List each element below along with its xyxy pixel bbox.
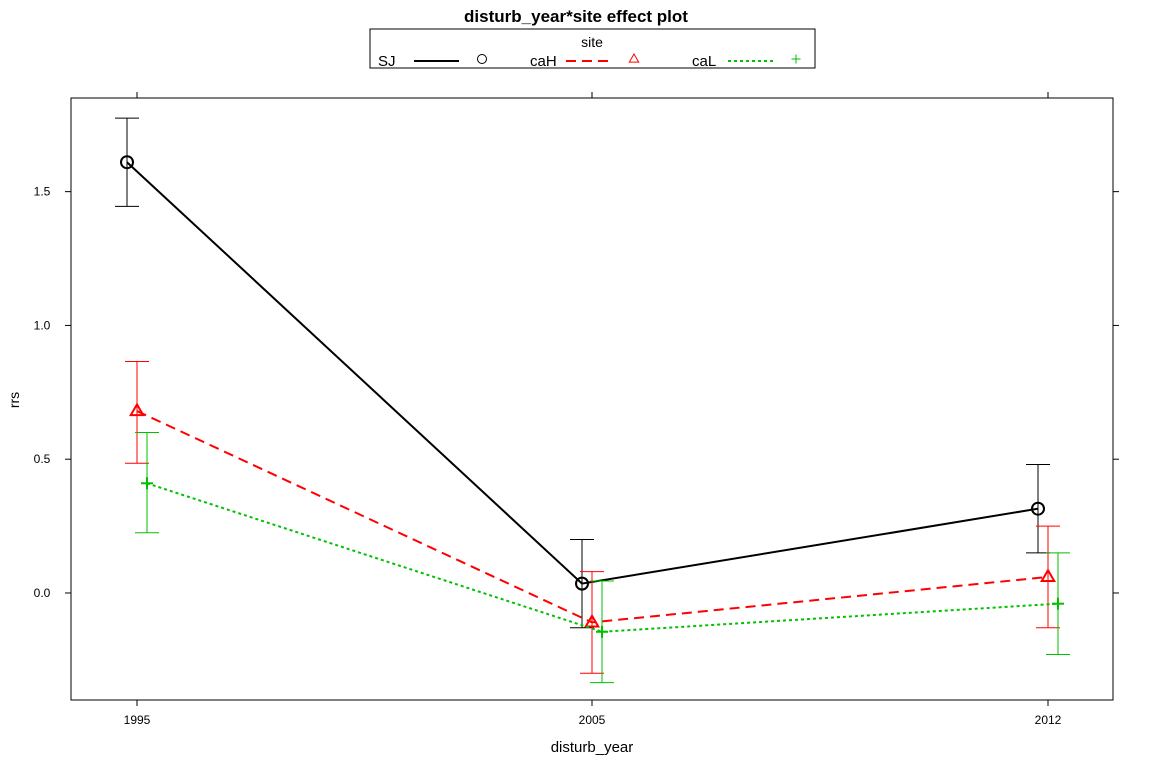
error-bar bbox=[1036, 525, 1060, 629]
legend-label: caH bbox=[530, 53, 557, 70]
data-point bbox=[1052, 597, 1064, 610]
y-axis-label: rrs bbox=[6, 392, 22, 408]
x-tick-label: 2005 bbox=[579, 713, 606, 727]
y-tick-label: 1.5 bbox=[34, 185, 51, 199]
series-line bbox=[136, 410, 1049, 624]
data-point bbox=[583, 613, 601, 628]
legend-label: caL bbox=[692, 53, 716, 70]
legend-label: SJ bbox=[378, 53, 396, 70]
legend-title: site bbox=[581, 34, 603, 50]
x-axis: 1995 2005 2012 bbox=[124, 92, 1062, 727]
data-point bbox=[141, 477, 153, 490]
data-point bbox=[1031, 501, 1045, 516]
x-axis-label: disturb_year bbox=[551, 739, 634, 756]
data-point bbox=[128, 402, 146, 417]
y-tick-label: 1.0 bbox=[34, 318, 51, 332]
series-caH bbox=[125, 361, 1060, 674]
y-tick-label: 0.5 bbox=[34, 452, 51, 466]
legend-box bbox=[369, 28, 816, 69]
error-bar bbox=[125, 361, 149, 464]
error-bar bbox=[1026, 464, 1050, 554]
legend-marker bbox=[477, 54, 487, 64]
x-tick-label: 2012 bbox=[1035, 713, 1062, 727]
legend-marker bbox=[628, 52, 640, 63]
data-point bbox=[120, 155, 134, 170]
series-line bbox=[126, 161, 1039, 585]
y-axis: 0.0 0.5 1.0 1.5 bbox=[34, 185, 1119, 600]
y-tick-label: 0.0 bbox=[34, 586, 51, 600]
legend-marker bbox=[791, 54, 801, 64]
data-point bbox=[596, 625, 608, 638]
series-SJ bbox=[115, 117, 1050, 629]
x-tick-label: 1995 bbox=[124, 713, 151, 727]
series-layer bbox=[115, 117, 1070, 684]
chart-title: disturb_year*site effect plot bbox=[464, 7, 688, 26]
data-point bbox=[575, 576, 589, 591]
legend: site SJ caH caL bbox=[369, 28, 816, 70]
data-point bbox=[1039, 568, 1057, 583]
series-caL bbox=[135, 431, 1070, 684]
